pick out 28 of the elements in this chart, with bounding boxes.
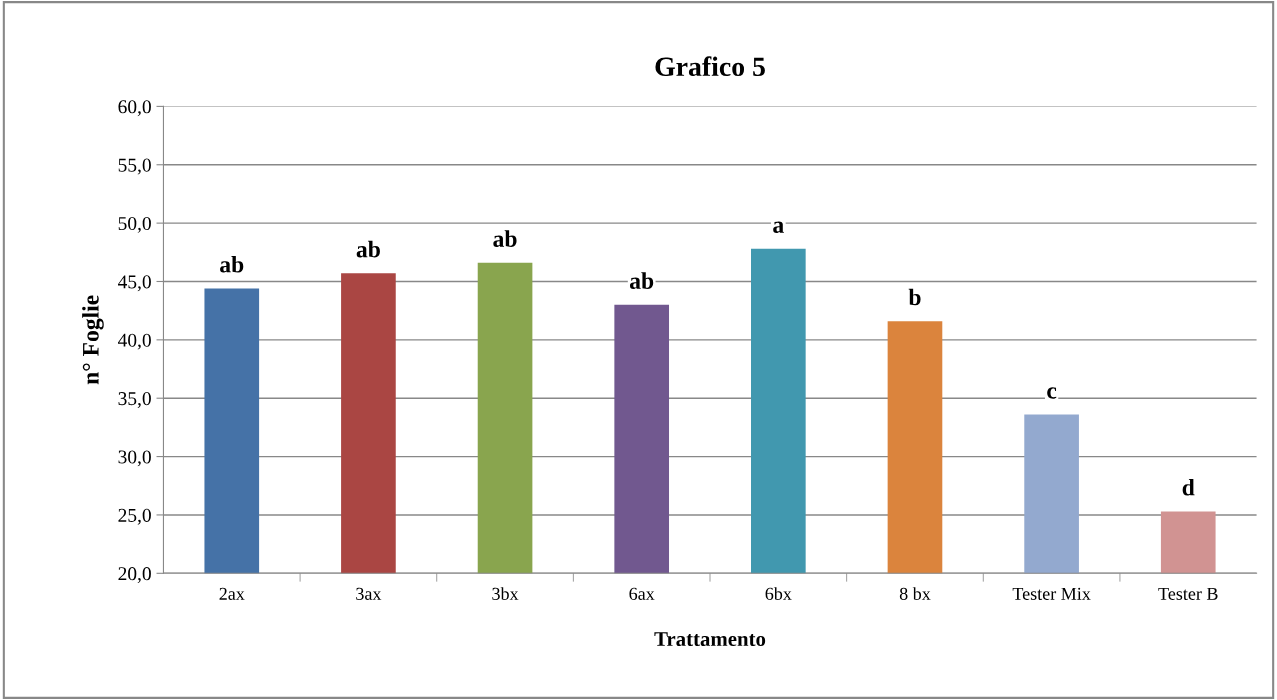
x-tick-label: 6bx [765,587,792,600]
x-tick-label: 6ax [629,587,655,600]
x-tick-label: 2ax [219,587,245,600]
y-tick-label: 20,0 [118,567,151,584]
annotation: ab [220,255,244,273]
y-tick-label: 25,0 [118,508,151,525]
y-tick-label: 50,0 [118,216,151,233]
annotation: c [1047,387,1057,399]
x-tick-label: 3bx [492,587,519,600]
annotation: d [1182,478,1195,496]
x-axis-title: Trattamento [654,632,766,646]
y-tick-label: 60,0 [118,100,151,117]
x-tick-label: Tester Mix [1012,587,1091,600]
annotation: ab [356,240,380,258]
x-tick-label: 8 bx [899,587,931,600]
x-tick-label: 3ax [356,587,382,600]
x-tick-label: Tester B [1158,587,1218,600]
annotation: b [908,288,921,306]
y-tick-label: 55,0 [118,158,151,175]
y-tick-label: 40,0 [118,333,151,350]
annotation: ab [629,272,654,289]
annotation: ab [493,230,517,247]
chart-title: Grafico 5 [655,56,765,77]
y-tick-label: 35,0 [118,392,151,408]
annotation: a [773,221,784,233]
y-tick-label: 45,0 [118,275,151,292]
y-tick-label: 30,0 [118,450,151,467]
y-axis-title: n° Foglie [82,295,104,385]
